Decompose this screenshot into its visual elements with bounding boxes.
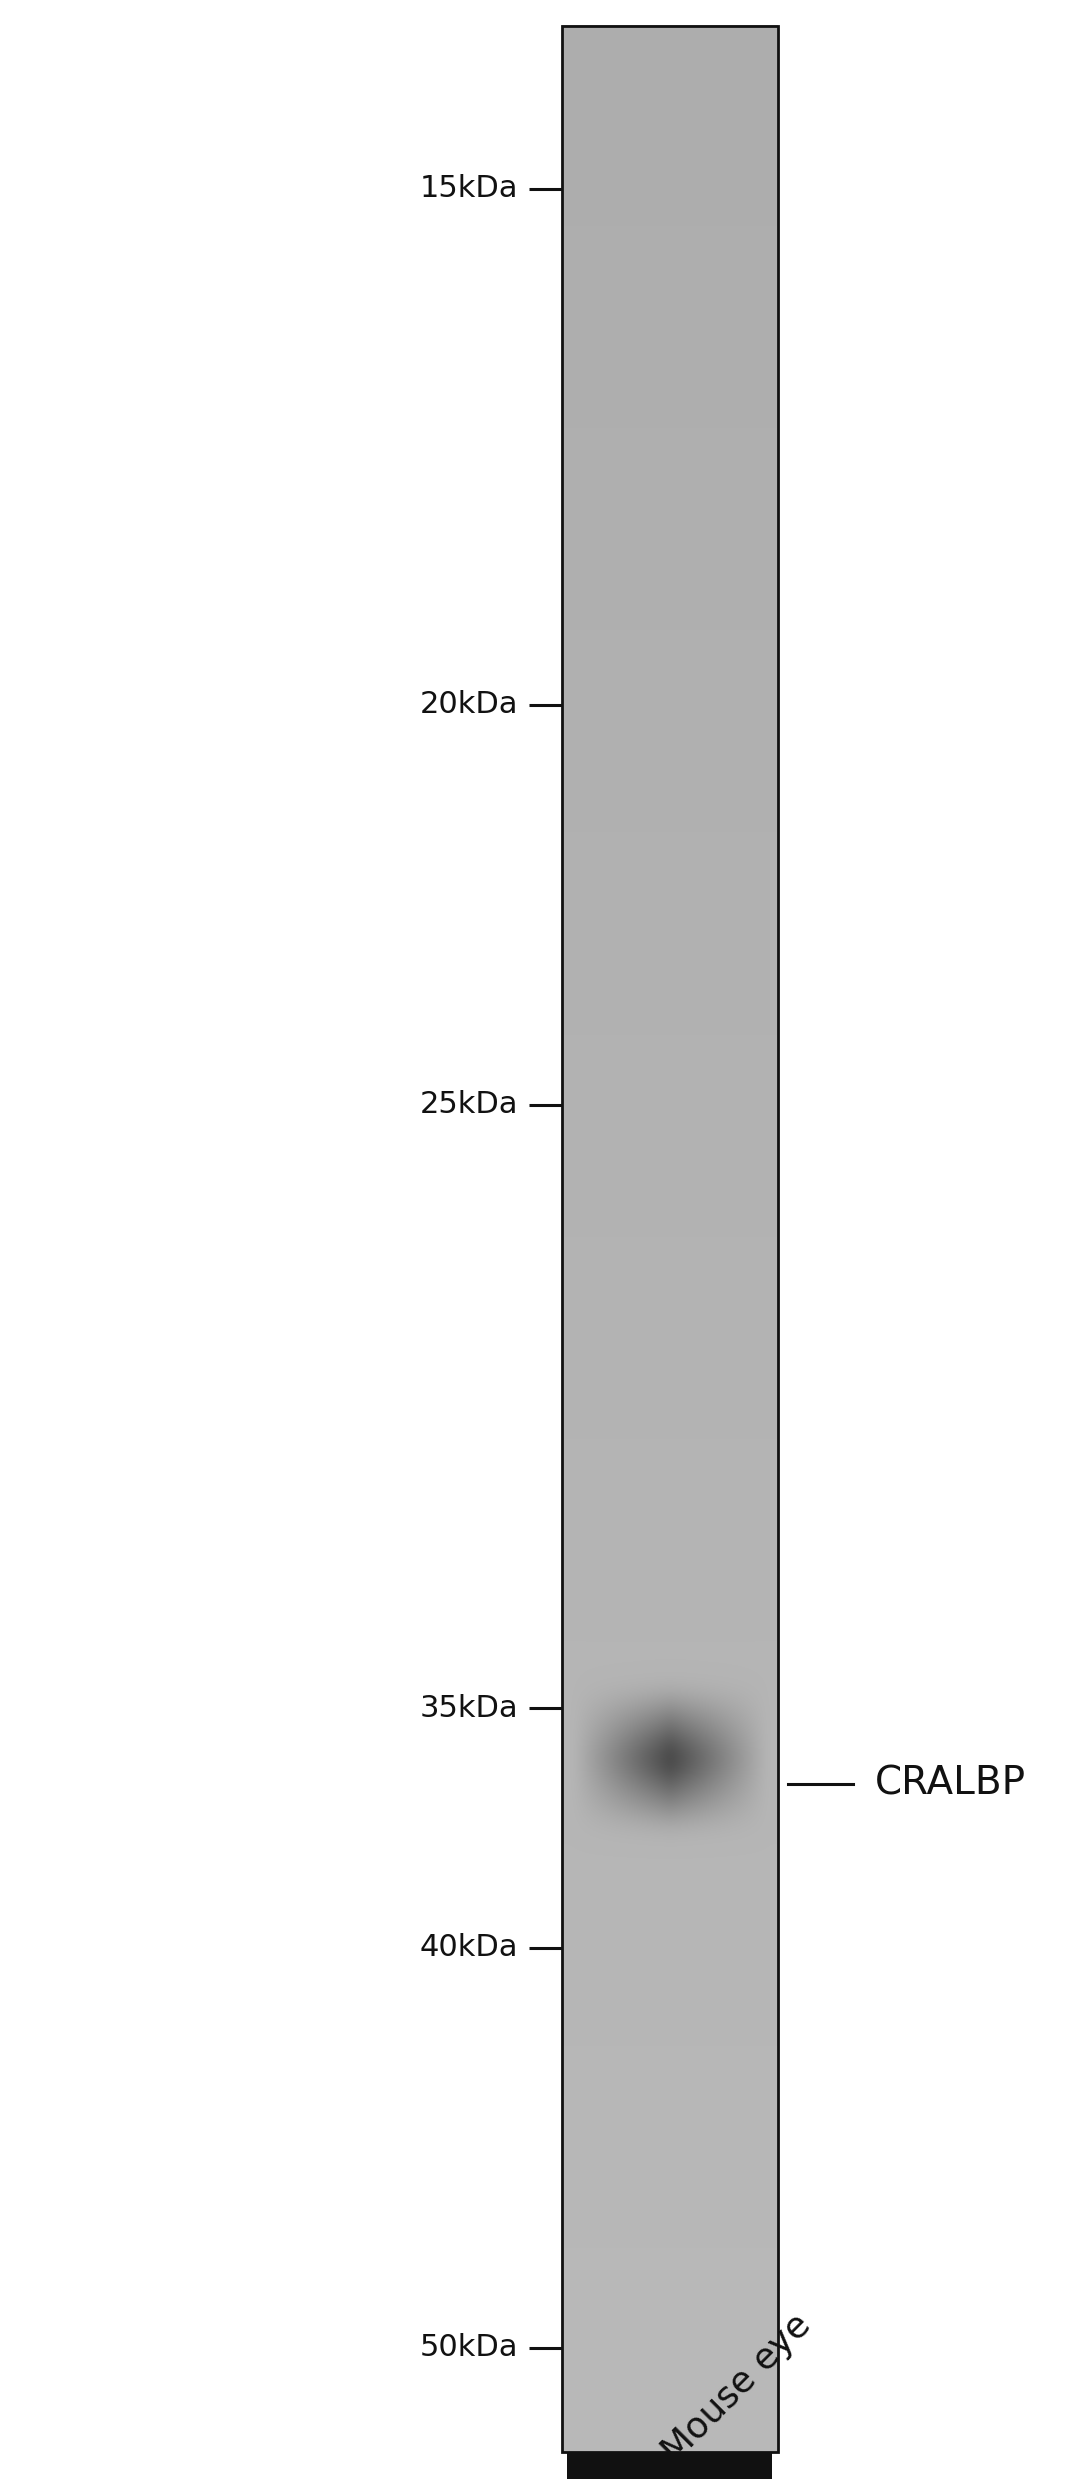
Text: 50kDa: 50kDa (420, 2334, 518, 2362)
Text: 40kDa: 40kDa (420, 1934, 518, 1961)
Bar (562, 27, 778, 2454)
Text: CRALBP: CRALBP (875, 1765, 1026, 1802)
Text: 15kDa: 15kDa (420, 174, 518, 204)
Text: Mouse eye: Mouse eye (657, 2307, 818, 2469)
Text: 20kDa: 20kDa (420, 691, 518, 718)
Bar (567, 2454, 772, 2479)
Text: 35kDa: 35kDa (420, 1693, 518, 1723)
Text: 25kDa: 25kDa (420, 1091, 518, 1119)
